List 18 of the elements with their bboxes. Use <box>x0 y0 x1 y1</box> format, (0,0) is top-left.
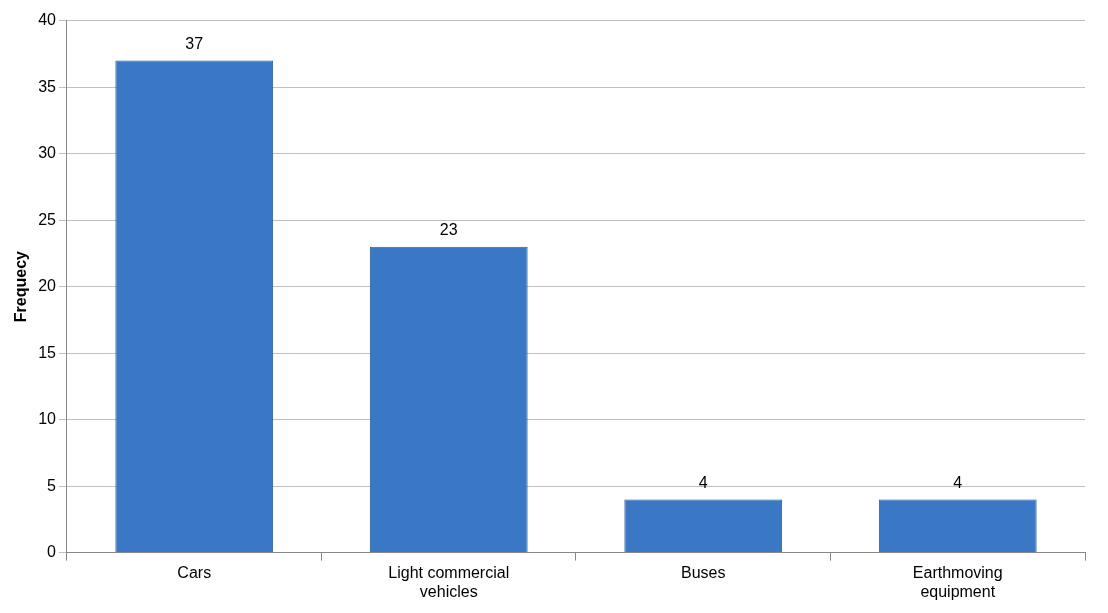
y-tick-label: 5 <box>47 476 57 494</box>
y-tick-label: 10 <box>38 410 57 428</box>
data-label: 4 <box>698 473 708 491</box>
y-axis-title: Frequecy <box>12 250 30 323</box>
x-tick-label: Light commercial vehicles <box>388 563 510 600</box>
y-tick-label: 15 <box>38 343 57 361</box>
y-tick-label: 35 <box>38 77 57 95</box>
data-label: 37 <box>185 34 204 52</box>
x-tick-label: Earthmoving equipment <box>912 563 1003 600</box>
data-label: 4 <box>953 473 963 491</box>
y-tick-label: 25 <box>38 210 57 228</box>
y-tick-label: 0 <box>47 543 57 561</box>
y-tick-label: 30 <box>38 144 57 162</box>
x-tick-label: Buses <box>681 563 726 581</box>
data-label: 23 <box>439 221 458 239</box>
y-tick-label: 40 <box>38 11 57 29</box>
x-tick-label: Cars <box>177 563 212 581</box>
y-tick-label: 20 <box>38 277 57 295</box>
